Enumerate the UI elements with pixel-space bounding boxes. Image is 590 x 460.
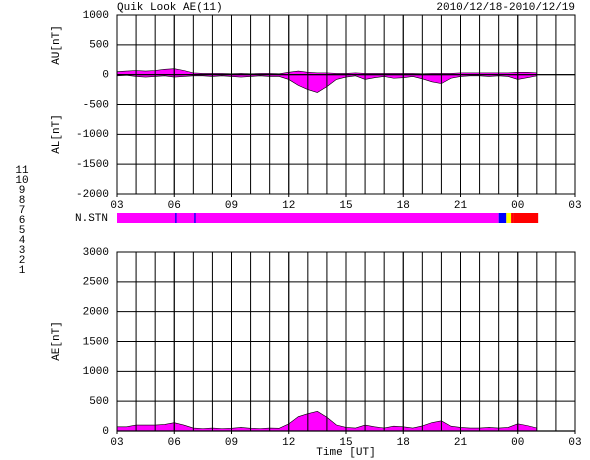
x-tick-label: 06 [168,200,181,212]
x-tick-label: 18 [397,200,410,212]
station-segment [498,213,507,223]
station-segment [506,213,512,223]
legend-entry: 9 [19,185,26,197]
legend-entry: 2 [19,255,26,267]
station-segment [513,213,539,223]
y-tick-label: -500 [83,99,109,111]
y-tick-label: 500 [89,396,109,408]
legend-entry: 6 [19,215,26,227]
plot-frame [116,251,576,432]
station-segment [117,213,499,223]
y-axis-label: AU[nT] [51,25,63,65]
x-tick-label: 03 [568,437,581,449]
legend-entry: 1 [19,265,26,277]
x-tick-label: 00 [511,200,524,212]
legend-entry: 5 [19,225,26,237]
x-tick-label: 21 [454,200,468,212]
legend-entry: 10 [15,175,28,187]
x-tick-label: 09 [225,437,238,449]
legend-entry: 11 [15,165,29,177]
x-tick-label: 21 [454,437,468,449]
plot-frame [116,14,576,195]
x-tick-label: 06 [168,437,181,449]
y-tick-label: 1000 [83,10,109,22]
y-tick-label: -2000 [76,189,109,201]
y-tick-label: 1000 [83,366,109,378]
x-tick-label: 00 [511,437,524,449]
y-tick-label: -1500 [76,159,109,171]
x-axis-label: Time [UT] [316,447,375,459]
legend-entry: 3 [19,245,26,257]
legend-entry: 4 [19,235,26,247]
x-tick-label: 15 [339,437,352,449]
x-tick-label: 12 [282,437,295,449]
y-tick-label: 1500 [83,336,109,348]
legend-entry: 7 [19,205,26,217]
y-tick-label: 0 [102,70,109,82]
x-tick-label: 03 [110,437,123,449]
y-tick-label: 2000 [83,307,109,319]
station-segment [511,213,514,223]
y-tick-label: 0 [102,426,109,438]
chart-subtitle: 2010/12/18-2010/12/19 [436,2,575,14]
x-tick-label: 15 [339,200,352,212]
station-segment [175,213,177,223]
x-tick-label: 09 [225,200,238,212]
x-tick-label: 12 [282,200,295,212]
y-tick-label: 2500 [83,277,109,289]
y-axis-label: AL[nT] [51,114,63,154]
x-tick-label: 03 [568,200,581,212]
y-tick-label: -1000 [76,129,109,141]
y-tick-label: 3000 [83,247,109,259]
y-tick-label: 500 [89,40,109,52]
x-tick-label: 03 [110,200,123,212]
legend-entry: 8 [19,195,26,207]
chart-title: Quik Look AE(11) [117,2,223,14]
x-tick-label: 18 [397,437,410,449]
y-axis-label: AE[nT] [51,321,63,361]
station-label: N.STN [75,213,108,225]
station-segment [194,213,196,223]
